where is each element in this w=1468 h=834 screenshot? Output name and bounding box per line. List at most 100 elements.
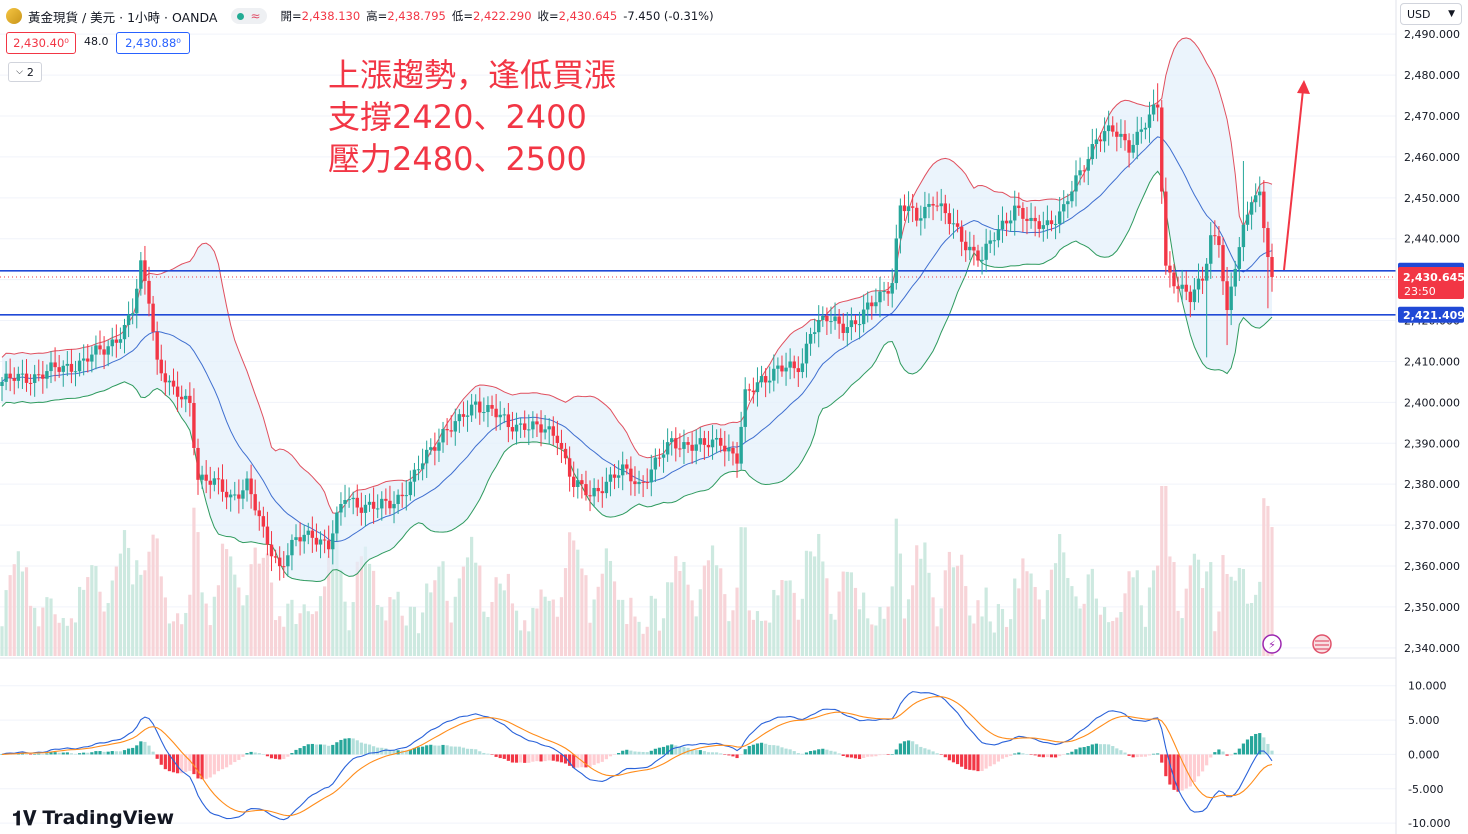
candle-body bbox=[927, 203, 931, 207]
candle-body bbox=[510, 427, 515, 432]
volume-bar bbox=[1009, 619, 1013, 656]
candle-body bbox=[592, 487, 596, 497]
price-axis-tick-label: 2,340.000 bbox=[1404, 642, 1460, 655]
macd-histogram-bar bbox=[886, 754, 890, 755]
macd-histogram-bar bbox=[604, 754, 608, 760]
tradingview-logo[interactable]: 𝟏𝐕 TradingView bbox=[12, 806, 174, 830]
volume-bar bbox=[327, 556, 331, 656]
volume-bar bbox=[474, 562, 478, 656]
macd-histogram-bar bbox=[808, 751, 813, 755]
macd-histogram-bar bbox=[490, 754, 494, 755]
macd-histogram-bar bbox=[510, 754, 515, 763]
candle-body bbox=[24, 373, 29, 383]
volume-bar bbox=[245, 595, 249, 656]
trend-arrow-line[interactable] bbox=[1283, 89, 1304, 271]
candle-body bbox=[1233, 268, 1237, 287]
macd-histogram-bar bbox=[77, 753, 82, 755]
volume-bar bbox=[947, 551, 951, 656]
candle-body bbox=[224, 491, 229, 498]
currency-select[interactable]: USD ▼ bbox=[1400, 3, 1462, 25]
volume-bar bbox=[425, 583, 429, 656]
sell-price-button[interactable]: 2,430.40⁰ bbox=[6, 32, 76, 54]
macd-histogram-bar bbox=[780, 747, 784, 755]
macd-histogram-bar bbox=[180, 754, 184, 774]
macd-histogram-bar bbox=[1086, 746, 1090, 755]
volume-bar bbox=[265, 553, 270, 656]
macd-histogram-bar bbox=[351, 738, 355, 755]
volume-bar bbox=[302, 604, 306, 656]
macd-histogram-bar bbox=[122, 750, 127, 755]
macd-axis-tick-label: 5.000 bbox=[1408, 714, 1440, 727]
volume-bar bbox=[776, 595, 780, 656]
candle-body bbox=[253, 494, 257, 511]
volume-bar bbox=[253, 547, 257, 656]
candle-body bbox=[1221, 245, 1225, 282]
macd-histogram-bar bbox=[919, 746, 923, 755]
macd-histogram-bar bbox=[396, 750, 400, 755]
lightning-icon[interactable] bbox=[1262, 634, 1282, 654]
candle-body bbox=[1037, 221, 1041, 229]
ohlc-change: -7.450 (-0.31%) bbox=[623, 9, 714, 23]
price-axis-tick-label: 2,440.000 bbox=[1404, 233, 1460, 246]
macd-histogram-bar bbox=[666, 745, 670, 755]
candle-body bbox=[751, 390, 756, 393]
volume-bar bbox=[8, 575, 12, 656]
volume-bar bbox=[151, 534, 155, 656]
macd-histogram-bar bbox=[1209, 754, 1213, 758]
candle-body bbox=[755, 382, 760, 393]
macd-histogram-bar bbox=[175, 754, 180, 774]
volume-bar bbox=[694, 616, 698, 656]
candle-body bbox=[465, 415, 470, 417]
volume-bar bbox=[572, 540, 576, 656]
price-line-label-box[interactable] bbox=[1398, 306, 1464, 323]
macd-histogram-bar bbox=[61, 752, 65, 755]
candle-body bbox=[478, 401, 482, 413]
volume-bar bbox=[294, 624, 298, 656]
chevron-down-icon: ⌵ bbox=[16, 67, 23, 77]
volume-bar bbox=[298, 613, 302, 656]
volume-bar bbox=[678, 570, 682, 656]
candle-body bbox=[698, 438, 702, 445]
buy-price-button[interactable]: 2,430.88⁰ bbox=[116, 32, 190, 54]
macd-histogram-bar bbox=[1205, 754, 1209, 766]
candle-body bbox=[1245, 214, 1250, 225]
volume-bar bbox=[274, 620, 278, 656]
candle-body bbox=[621, 464, 625, 476]
volume-bar bbox=[1254, 594, 1258, 656]
candle-body bbox=[1135, 131, 1139, 145]
candle-body bbox=[984, 243, 988, 260]
volume-bar bbox=[506, 573, 510, 656]
macd-histogram-bar bbox=[1070, 751, 1074, 755]
candle-body bbox=[596, 487, 600, 492]
macd-histogram-bar bbox=[988, 754, 992, 767]
candle-body bbox=[616, 475, 621, 478]
macd-histogram-bar bbox=[894, 749, 898, 755]
market-status-badge[interactable]: ≈ bbox=[231, 8, 267, 24]
candle-body bbox=[408, 481, 413, 496]
volume-bar bbox=[1233, 580, 1237, 656]
candle-body bbox=[661, 454, 666, 458]
candle-body bbox=[1217, 236, 1221, 246]
macd-histogram-bar bbox=[698, 750, 702, 755]
price-axis[interactable] bbox=[1396, 0, 1468, 834]
us-flag-icon[interactable] bbox=[1312, 634, 1332, 654]
price-axis-tick-label: 2,480.000 bbox=[1404, 69, 1460, 82]
volume-bar bbox=[339, 569, 343, 656]
volume-bar bbox=[992, 632, 996, 656]
macd-histogram-bar bbox=[649, 750, 653, 755]
candle-body bbox=[318, 539, 323, 545]
macd-histogram-bar bbox=[804, 752, 809, 755]
volume-bar bbox=[1176, 610, 1180, 656]
volume-bar bbox=[608, 560, 613, 656]
volume-bar bbox=[821, 561, 825, 656]
symbol-title[interactable]: 黃金現貨 / 美元 · 1小時 · OANDA bbox=[28, 9, 218, 25]
candle-body bbox=[1123, 133, 1127, 141]
macd-histogram-bar bbox=[106, 751, 110, 755]
macd-histogram-bar bbox=[1045, 754, 1050, 758]
macd-histogram-bar bbox=[355, 740, 359, 755]
candle-body bbox=[404, 495, 408, 497]
volume-bar bbox=[764, 620, 768, 656]
indicators-toggle-button[interactable]: ⌵ 2 bbox=[8, 62, 42, 82]
candle-body bbox=[1266, 228, 1270, 258]
